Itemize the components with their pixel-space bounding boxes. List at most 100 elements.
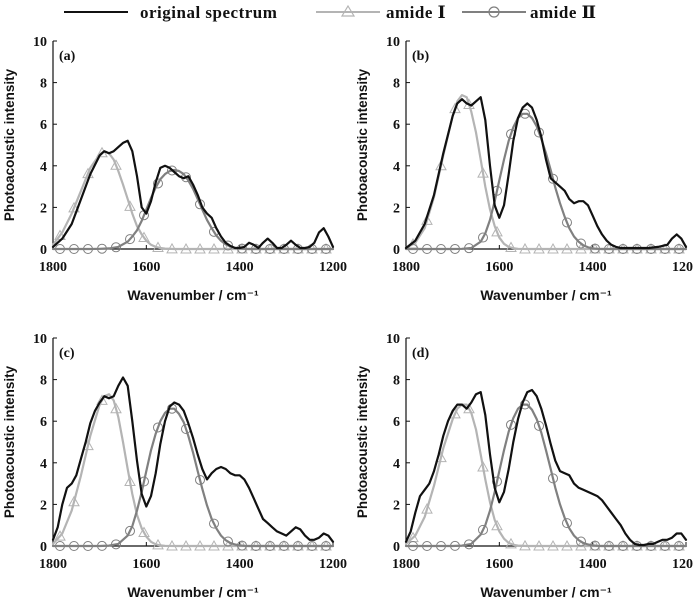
x-axis-label: Wavenumber / cm⁻¹ [127,287,259,303]
x-axis-label: Wavenumber / cm⁻¹ [480,287,612,303]
y-tick-label: 0 [40,540,47,555]
marker-circle [408,541,418,551]
marker-triangle [138,231,150,243]
marker-circle [450,540,460,551]
x-tick-label: 1400 [226,260,254,275]
marker-triangle [222,242,234,254]
y-tick-label: 10 [33,35,47,50]
y-tick-label: 2 [393,201,400,216]
marker-triangle [421,503,433,514]
marker-circle [97,540,107,551]
marker-triangle [180,242,192,254]
x-tick-label: 1200 [319,260,347,275]
legend-item-amide2: amide Ⅱ [462,3,596,22]
marker-triangle [96,394,108,405]
marker-circle [674,541,684,551]
marker-triangle [505,537,517,549]
y-tick-label: 6 [40,118,47,133]
legend-marker-triangle [340,4,356,17]
x-tick-label: 1800 [392,260,420,275]
marker-triangle [68,495,80,507]
y-tick-label: 0 [393,243,400,258]
marker-triangle [421,214,433,225]
marker-circle [195,474,205,485]
panel-label: (d) [412,346,429,361]
y-tick-label: 10 [386,332,400,347]
y-tick-label: 2 [40,498,47,513]
marker-circle [321,244,331,254]
panels: 0 2 4 6 8 10 1800 1600 1400 1200 Wavenumber / cm⁻¹… [2,35,693,600]
marker-circle [97,243,107,254]
legend-label-original: original spectrum [140,3,277,22]
marker-circle [83,244,93,254]
marker-circle [604,541,614,551]
marker-circle [506,419,516,430]
y-tick-label: 4 [393,457,400,472]
y-tick-label: 10 [386,35,400,50]
marker-circle [618,541,628,551]
marker-triangle [166,539,178,551]
marker-circle [111,242,121,253]
marker-triangle [124,475,136,487]
x-axis-label: Wavenumber / cm⁻¹ [480,584,612,600]
legend-item-amide1: amide Ⅰ [316,3,446,22]
panel-label: (c) [59,346,75,361]
marker-triangle [124,200,136,211]
marker-circle [265,541,275,551]
marker-triangle [561,242,573,254]
legend-label-amide2: amide Ⅱ [530,3,596,22]
marker-triangle [491,225,503,237]
marker-triangle [208,539,220,551]
marker-circle [237,540,247,551]
marker-circle [520,399,530,410]
y-tick-label: 8 [393,77,400,92]
y-tick-label: 6 [393,415,400,430]
marker-triangle [208,242,220,254]
marker-triangle [435,159,447,171]
marker-circle [251,244,261,254]
marker-circle [279,541,289,551]
x-axis-label: Wavenumber / cm⁻¹ [127,584,259,600]
marker-triangle [54,530,66,541]
series-line-amide2 [51,168,335,251]
x-tick-label: 1600 [132,260,160,275]
x-tick-label: 1600 [485,260,513,275]
marker-circle [125,525,135,536]
marker-circle [674,244,684,254]
marker-circle [576,536,586,547]
marker-circle [548,473,558,484]
marker-circle [534,420,544,431]
legend-marker-circle [488,6,500,18]
marker-triangle [561,539,573,551]
y-tick-label: 8 [40,374,47,389]
panel-label: (a) [59,49,76,64]
marker-circle [209,518,219,529]
marker-circle [436,244,446,254]
x-tick-label: 1800 [39,260,67,275]
y-tick-label: 4 [40,457,47,472]
marker-circle [464,539,474,550]
y-axis-label: Photoacoustic intensity [2,365,17,518]
y-tick-label: 0 [40,243,47,258]
x-tick-label: 1400 [226,557,254,572]
x-tick-label: 1400 [579,260,607,275]
y-tick-label: 8 [393,374,400,389]
x-tick-label: 1200 [672,557,693,572]
marker-circle [478,524,488,535]
marker-triangle [547,539,559,551]
marker-triangle [519,242,531,254]
marker-circle [590,540,600,551]
marker-circle [464,243,474,254]
marker-circle [450,243,460,254]
marker-triangle [110,159,122,170]
x-tick-label: 1600 [485,557,513,572]
marker-triangle [533,539,545,551]
marker-triangle [491,519,503,531]
marker-circle [562,217,572,228]
y-tick-label: 2 [40,201,47,216]
marker-triangle [138,526,150,537]
marker-circle [153,422,163,433]
marker-circle [223,536,233,547]
y-axis-label: Photoacoustic intensity [355,68,370,221]
marker-circle [293,541,303,551]
